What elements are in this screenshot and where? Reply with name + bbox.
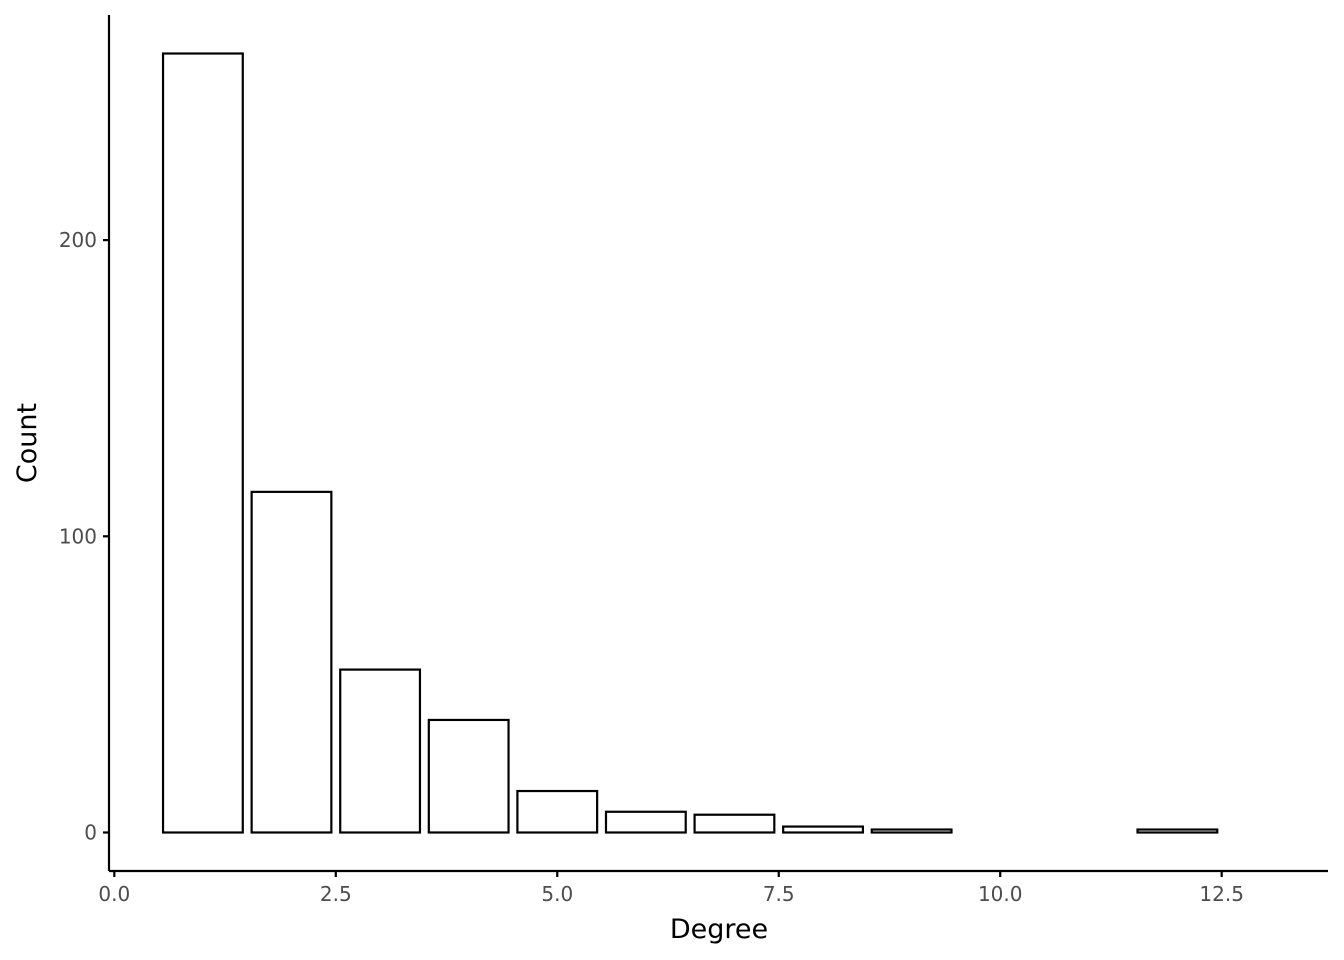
bar-degree-6 xyxy=(604,810,687,834)
x-tick-label: 12.5 xyxy=(1199,882,1244,906)
bar-degree-7 xyxy=(693,813,776,834)
bar-degree-12 xyxy=(1136,828,1219,834)
bars-group xyxy=(161,52,1219,834)
y-tick-label: 100 xyxy=(59,524,97,548)
bar-degree-2 xyxy=(250,490,333,834)
x-tick-label: 7.5 xyxy=(763,882,795,906)
x-axis: 0.0 2.5 5.0 7.5 10.0 12.5 xyxy=(98,869,1328,906)
bar-degree-8 xyxy=(782,825,864,834)
bar-degree-4 xyxy=(427,718,510,834)
x-tick-label: 10.0 xyxy=(978,882,1023,906)
bar-degree-1 xyxy=(161,52,244,834)
x-tick-label: 5.0 xyxy=(541,882,573,906)
y-tick-label: 0 xyxy=(84,820,97,844)
y-tick-label: 200 xyxy=(59,228,97,252)
y-axis: 0 100 200 xyxy=(59,15,111,871)
y-axis-title: Count xyxy=(12,403,43,483)
x-tick-label: 2.5 xyxy=(320,882,352,906)
bar-degree-5 xyxy=(516,789,599,834)
x-tick-label: 0.0 xyxy=(98,882,130,906)
bar-degree-3 xyxy=(339,668,422,834)
x-axis-title: Degree xyxy=(670,914,768,945)
bar-degree-9 xyxy=(870,828,953,834)
